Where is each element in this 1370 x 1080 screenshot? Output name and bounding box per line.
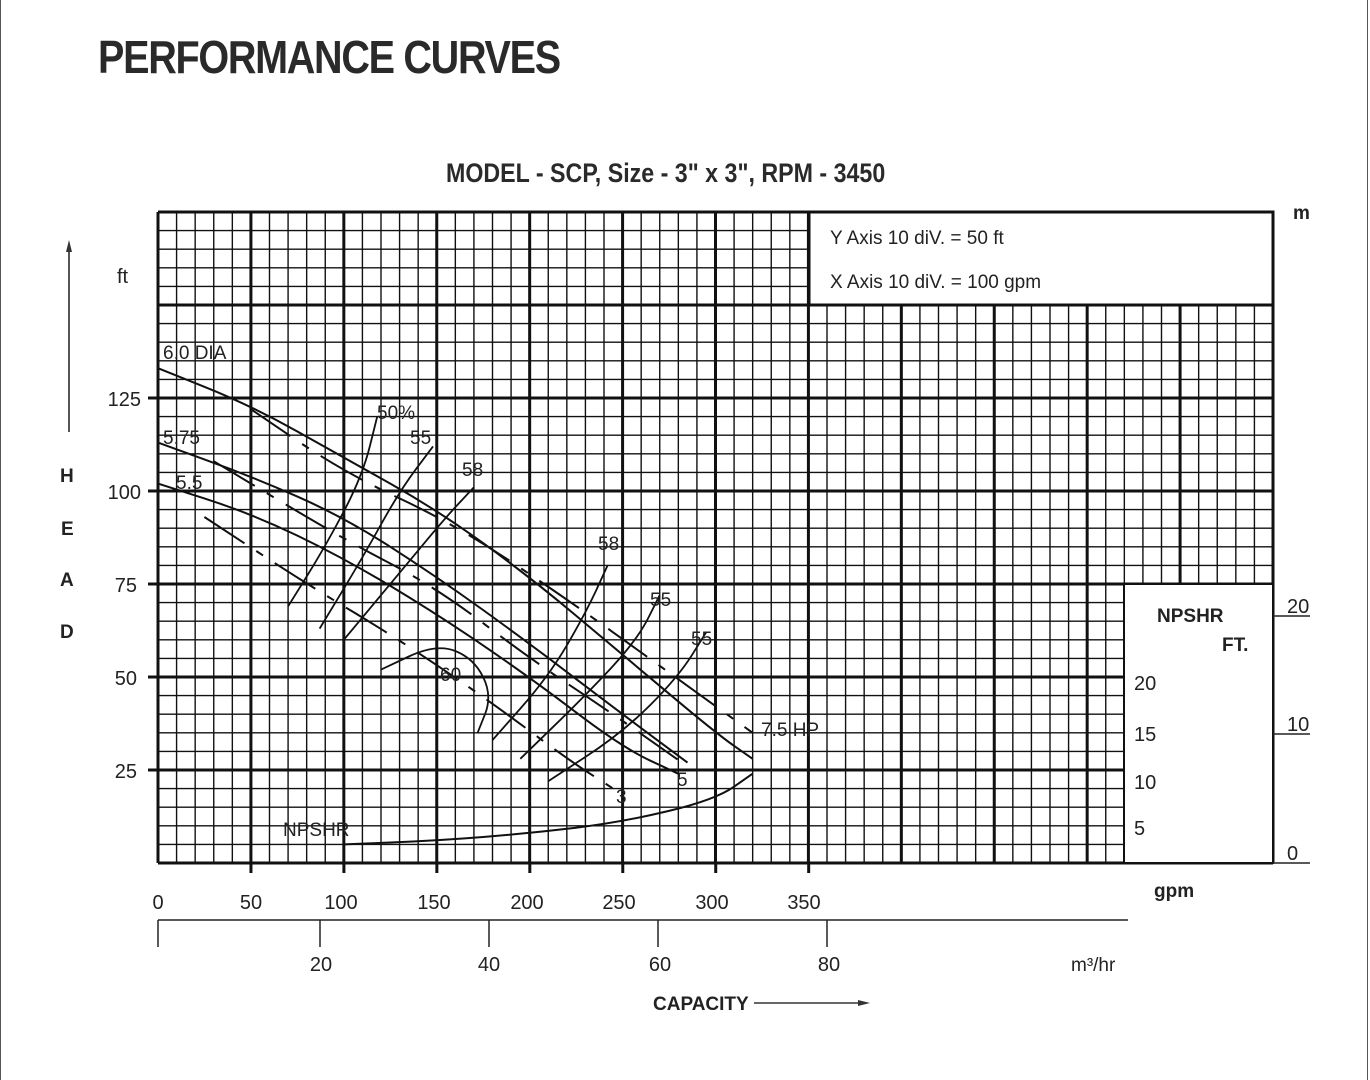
svg-text:300: 300 — [695, 892, 728, 914]
label-eff-55-left: 55 — [410, 428, 431, 449]
capacity-arrow-icon — [858, 1000, 870, 1006]
npshr-tick: 20 — [1134, 673, 1156, 695]
svg-text:50: 50 — [240, 892, 262, 914]
page-title: PERFORMANCE CURVES — [98, 31, 561, 83]
curve-58-right — [491, 565, 609, 741]
y-tick-label: 25 — [115, 761, 137, 783]
x-axis-unit-gpm: gpm — [1154, 881, 1194, 902]
y-title-letter: H — [60, 466, 74, 487]
performance-curves — [157, 367, 754, 846]
npshr-tick: 10 — [1134, 772, 1156, 794]
svg-text:40: 40 — [478, 954, 500, 976]
svg-text:60: 60 — [649, 954, 671, 976]
right-axis-unit: m — [1293, 203, 1310, 224]
y-tick-label: 75 — [115, 575, 137, 597]
y-axis-ticks — [148, 396, 158, 772]
curve-labels: 6.0 DIA 5.75 5.5 50% 55 58 60 58 55 55 7… — [163, 343, 819, 841]
label-npshr-curve: NPSHR — [283, 820, 350, 841]
y-title-letter: D — [60, 622, 74, 643]
curve-6-0-dia — [157, 367, 754, 760]
label-eff-50: 50% — [377, 403, 415, 424]
label-eff-55-right: 55 — [691, 629, 712, 650]
svg-text:200: 200 — [510, 892, 543, 914]
right-tick-label: 20 — [1287, 596, 1309, 618]
scale-legend-box — [807, 210, 1275, 307]
label-eff-55-mid: 55 — [650, 590, 671, 611]
right-tick-label: 0 — [1287, 843, 1298, 865]
label-eff-58-right: 58 — [598, 534, 619, 555]
svg-text:350: 350 — [787, 892, 820, 914]
npshr-axis-unit: FT. — [1222, 635, 1248, 656]
y-tick-label: 50 — [115, 668, 137, 690]
label-hp-7-5: 7.5 HP — [761, 720, 819, 741]
curve-5-hp — [213, 460, 683, 764]
npshr-tick: 15 — [1134, 724, 1156, 746]
curve-60 — [380, 647, 490, 734]
y-title-letter: E — [61, 519, 74, 540]
x-axis-ticks — [249, 863, 811, 873]
x-gpm-tick-labels: 0 50 100 150 200 250 300 350 — [152, 892, 820, 914]
right-tick-label: 10 — [1287, 714, 1309, 736]
y-title-letter: A — [60, 570, 74, 591]
svg-text:150: 150 — [417, 892, 450, 914]
curve-npshr — [343, 772, 754, 846]
chart-grid — [156, 210, 1275, 865]
npshr-tick: 5 — [1134, 818, 1145, 840]
curve-55-left — [318, 445, 434, 630]
svg-text:250: 250 — [602, 892, 635, 914]
curve-7-5-hp — [250, 408, 754, 734]
label-5-5: 5.5 — [176, 473, 202, 494]
chart-subtitle: MODEL - SCP, Size - 3" x 3", RPM - 3450 — [446, 158, 886, 188]
npshr-scale-box — [1123, 583, 1274, 864]
label-eff-58-left: 58 — [462, 460, 483, 481]
x-axis-unit-m3hr: m³/hr — [1071, 955, 1116, 976]
x-m3hr-tick-labels: 20 40 60 80 — [310, 954, 840, 976]
head-arrow-icon — [66, 240, 72, 252]
curve-55-mid — [519, 594, 661, 760]
npshr-axis-title: NPSHR — [1157, 606, 1224, 627]
legend-y-scale: Y Axis 10 diV. = 50 ft — [830, 228, 1004, 249]
svg-text:80: 80 — [818, 954, 840, 976]
svg-text:20: 20 — [310, 954, 332, 976]
curve-5-5 — [157, 482, 679, 775]
curve-55-right — [547, 631, 707, 782]
svg-text:100: 100 — [324, 892, 357, 914]
curve-58-left — [343, 486, 475, 641]
svg-text:0: 0 — [152, 892, 163, 914]
label-eff-60: 60 — [440, 665, 461, 686]
y-tick-label: 100 — [108, 482, 141, 504]
label-6-0-dia: 6.0 DIA — [163, 343, 227, 364]
label-5-75: 5.75 — [163, 428, 200, 449]
y-tick-label: 125 — [108, 389, 141, 411]
curve-50 — [287, 416, 379, 607]
legend-x-scale: X Axis 10 diV. = 100 gpm — [830, 272, 1041, 293]
y-axis-unit: ft — [117, 266, 129, 288]
label-hp-5: 5 — [677, 770, 688, 791]
x-axis-title: CAPACITY — [653, 994, 749, 1015]
label-hp-3: 3 — [616, 787, 627, 808]
